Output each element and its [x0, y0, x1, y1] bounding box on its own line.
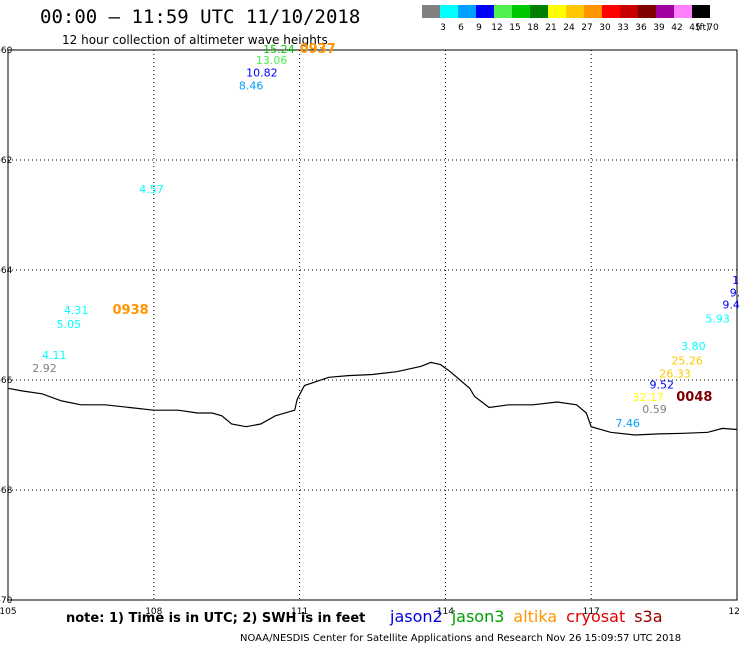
wave-height-label: 5.93	[705, 312, 730, 325]
scale-label: 15	[509, 23, 521, 33]
legend-cryosat: cryosat	[566, 607, 626, 626]
lat-tick-label: -62	[0, 156, 12, 166]
pass-time-label: 0937	[300, 42, 336, 57]
scale-label: 21	[545, 23, 557, 33]
wave-height-label: 5.05	[57, 318, 82, 331]
scale-label: 3	[440, 23, 446, 33]
scale-label: 27	[581, 23, 593, 33]
lat-tick-label: -66	[0, 376, 13, 386]
satellite-legend: jason2 jason3 altika cryosat s3a	[390, 607, 672, 626]
scale-label: 24	[563, 23, 575, 33]
pass-time-label: 0048	[676, 390, 712, 405]
scale-label: 12	[491, 23, 503, 33]
wave-height-label: 0.59	[642, 403, 667, 416]
lat-tick-label: -70	[0, 596, 13, 606]
scale-label: 70	[707, 23, 719, 33]
scale-swatch-30	[584, 5, 602, 18]
scale-swatch-42	[656, 5, 674, 18]
scale-swatch-39	[638, 5, 656, 18]
scale-label: 9	[476, 23, 482, 33]
scale-label: 39	[653, 23, 665, 33]
scale-swatch-45	[674, 5, 692, 18]
lat-tick-label: -60	[0, 46, 13, 56]
legend-altika: altika	[513, 607, 558, 626]
legend-s3a: s3a	[634, 607, 663, 626]
lon-tick-label: 105	[0, 607, 17, 617]
wave-height-label: 3.80	[681, 340, 706, 353]
scale-swatch-33	[602, 5, 620, 18]
lat-tick-label: -64	[0, 266, 13, 276]
credit-line: NOAA/NESDIS Center for Satellite Applica…	[240, 633, 682, 644]
wave-height-label: 13.06	[256, 54, 287, 67]
scale-label: 18	[527, 23, 539, 33]
legend-jason3: jason3	[451, 607, 505, 626]
scale-unit: (ft)	[696, 23, 710, 33]
scale-swatch-3	[422, 5, 440, 18]
footnote: note: 1) Time is in UTC; 2) SWH is in fe…	[66, 611, 366, 626]
scale-swatch-18	[512, 5, 530, 18]
lon-tick-label: 114	[437, 607, 454, 617]
coastline	[7, 361, 738, 436]
wave-height-label: 32.17	[633, 391, 665, 404]
scale-swatch-70	[692, 5, 710, 18]
wave-height-label: 2.92	[32, 362, 57, 375]
scale-label: 42	[671, 23, 683, 33]
pass-time-label: 0938	[112, 303, 148, 318]
scale-label: 45	[689, 23, 701, 33]
scale-swatch-36	[620, 5, 638, 18]
scale-label: 36	[635, 23, 647, 33]
lon-tick-label: 117	[583, 607, 600, 617]
chart-subtitle: 12 hour collection of altimeter wave hei…	[62, 33, 328, 47]
scale-label: 30	[599, 23, 611, 33]
map-frame	[7, 49, 738, 601]
scale-swatch-27	[566, 5, 584, 18]
scale-label: 33	[617, 23, 629, 33]
chart-title: 00:00 – 11:59 UTC 11/10/2018	[40, 6, 361, 28]
lat-tick-label: -68	[0, 486, 13, 496]
scale-swatch-21	[530, 5, 548, 18]
wave-height-label: 15.24	[263, 43, 295, 56]
scale-swatch-6	[440, 5, 458, 18]
wave-height-label: 25.26	[671, 355, 703, 368]
wave-height-label: 26.33	[659, 367, 691, 380]
wave-height-label: 10.82	[246, 66, 278, 79]
legend-jason2: jason2	[390, 607, 443, 626]
lon-tick-label: 111	[291, 607, 308, 617]
wave-height-label: 9.52	[650, 378, 675, 391]
scale-swatch-9	[458, 5, 476, 18]
scale-swatch-12	[476, 5, 494, 18]
scale-swatch-15	[494, 5, 512, 18]
wave-height-label: 4.57	[139, 183, 164, 196]
wave-height-label: 9.7	[730, 286, 740, 299]
wave-height-label: 9.41	[722, 299, 740, 312]
wave-height-label: 10	[732, 274, 740, 287]
wave-height-label: 4.31	[64, 304, 89, 317]
lon-tick-label: 108	[145, 607, 162, 617]
wave-height-label: 8.46	[239, 80, 264, 93]
wave-height-label: 4.11	[42, 349, 67, 362]
lon-tick-label: 120	[728, 607, 740, 617]
wave-height-label: 7.46	[616, 417, 641, 430]
scale-label: 6	[458, 23, 464, 33]
scale-swatch-24	[548, 5, 566, 18]
